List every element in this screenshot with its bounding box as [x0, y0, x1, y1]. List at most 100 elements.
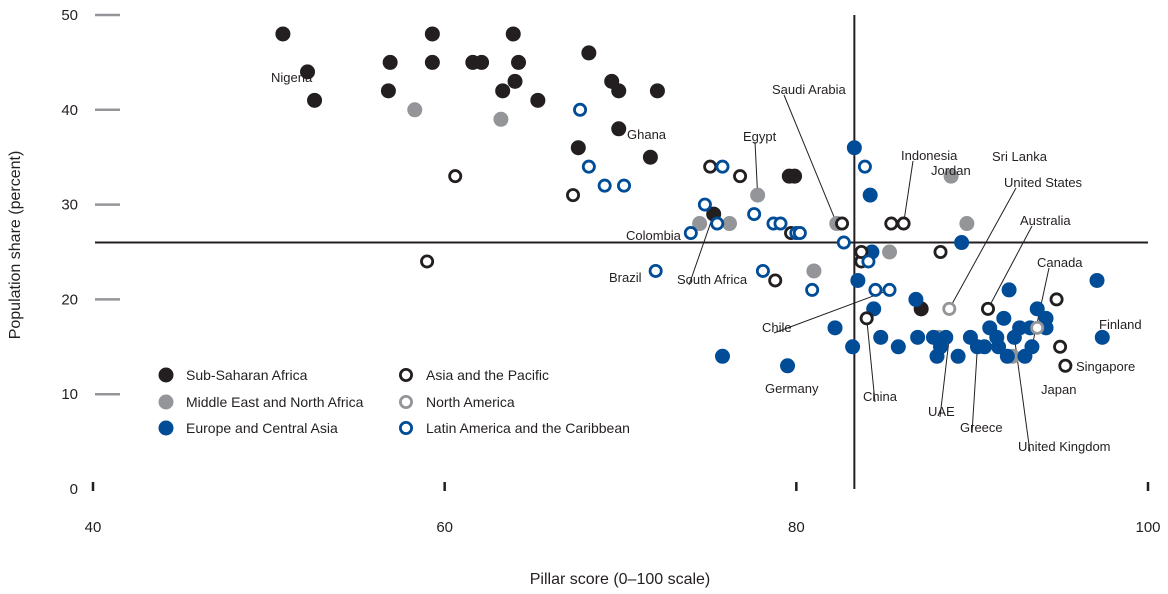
data-point [991, 339, 1007, 355]
annotation-label: United States [1004, 175, 1083, 190]
data-point [507, 73, 523, 89]
data-point [908, 291, 924, 307]
data-point [862, 187, 878, 203]
data-point [733, 169, 748, 184]
annotation-label: Sri Lanka [992, 149, 1048, 164]
data-point [976, 339, 992, 355]
data-point [792, 226, 807, 241]
x-tick-label: 40 [85, 519, 102, 536]
y-tick-label: 0 [70, 481, 78, 498]
annotation-label: Germany [765, 381, 819, 396]
legend: Sub-Saharan Africa Middle East and North … [158, 367, 630, 436]
data-point [597, 178, 612, 193]
data-point [1030, 320, 1045, 335]
data-point [1001, 282, 1017, 298]
annotation-labels: Nigeria Ghana Egypt Saudi Arabia Indonesia Sr… [271, 70, 1142, 454]
data-point [929, 348, 945, 364]
legend-marker [158, 394, 174, 410]
x-tick-label: 60 [436, 519, 453, 536]
data-point [996, 310, 1012, 326]
data-point [649, 83, 665, 99]
annotation-label: Japan [1041, 382, 1076, 397]
data-point [275, 26, 291, 42]
data-point [943, 168, 959, 184]
data-point [873, 329, 889, 345]
data-point [1029, 301, 1045, 317]
data-point [300, 64, 316, 80]
data-point [570, 140, 586, 156]
annotation-label: Egypt [743, 129, 777, 144]
x-tick-label: 100 [1135, 519, 1160, 536]
legend-marker [398, 420, 413, 435]
data-point [910, 329, 926, 345]
data-point [938, 329, 954, 345]
data-point [511, 54, 527, 70]
x-axis-title: Pillar score (0–100 scale) [530, 571, 711, 588]
data-point [884, 216, 899, 231]
leader-line [939, 337, 950, 418]
annotation-label: Brazil [609, 270, 642, 285]
data-point [617, 178, 632, 193]
annotation-label: Jordan [931, 163, 971, 178]
annotation-leaders [688, 94, 1050, 453]
data-point [854, 244, 869, 259]
data-point [573, 102, 588, 117]
annotation-label: Chile [762, 320, 792, 335]
data-point [846, 140, 862, 156]
data-point [530, 92, 546, 108]
data-point [773, 216, 788, 231]
data-point [787, 168, 803, 184]
data-point [1049, 292, 1064, 307]
data-point [768, 273, 783, 288]
data-point [683, 226, 698, 241]
data-point [882, 244, 898, 260]
legend-label: Europe and Central Asia [186, 420, 338, 436]
annotation-label: China [863, 389, 898, 404]
data-point [611, 83, 627, 99]
annotation-label: Greece [960, 420, 1003, 435]
data-point [424, 26, 440, 42]
data-point [493, 111, 509, 127]
data-point [642, 149, 658, 165]
annotation-label: Colombia [626, 228, 682, 243]
data-point [780, 358, 796, 374]
data-point [581, 159, 596, 174]
data-point [750, 187, 766, 203]
legend-marker [398, 367, 413, 382]
data-point [999, 348, 1015, 364]
annotation-label: UAE [928, 404, 955, 419]
data-point [714, 348, 730, 364]
data-point [307, 92, 323, 108]
data-point [835, 216, 850, 231]
data-point [1058, 358, 1073, 373]
annotation-label: Indonesia [901, 148, 958, 163]
data-point [581, 45, 597, 61]
data-point [566, 188, 581, 203]
data-point [420, 254, 435, 269]
y-tick-label: 10 [61, 386, 78, 403]
data-point [697, 197, 712, 212]
data-point [845, 339, 861, 355]
leader-line [773, 289, 890, 334]
data-points [275, 26, 1110, 374]
y-tick-label: 40 [61, 102, 78, 119]
legend-label: Middle East and North Africa [186, 394, 364, 410]
data-point [806, 263, 822, 279]
data-point [857, 159, 872, 174]
data-point [950, 348, 966, 364]
data-point [648, 263, 663, 278]
leader-line [903, 160, 914, 224]
data-point [611, 121, 627, 137]
data-point [755, 263, 770, 278]
annotation-label: United Kingdom [1018, 439, 1111, 454]
annotation-label: Australia [1020, 213, 1071, 228]
data-point [495, 83, 511, 99]
annotation-label: Singapore [1076, 359, 1135, 374]
legend-label: Sub-Saharan Africa [186, 367, 308, 383]
data-point [1012, 320, 1028, 336]
data-point [382, 54, 398, 70]
leader-line [971, 346, 978, 434]
data-point [850, 272, 866, 288]
legend-label: Asia and the Pacific [426, 367, 549, 383]
